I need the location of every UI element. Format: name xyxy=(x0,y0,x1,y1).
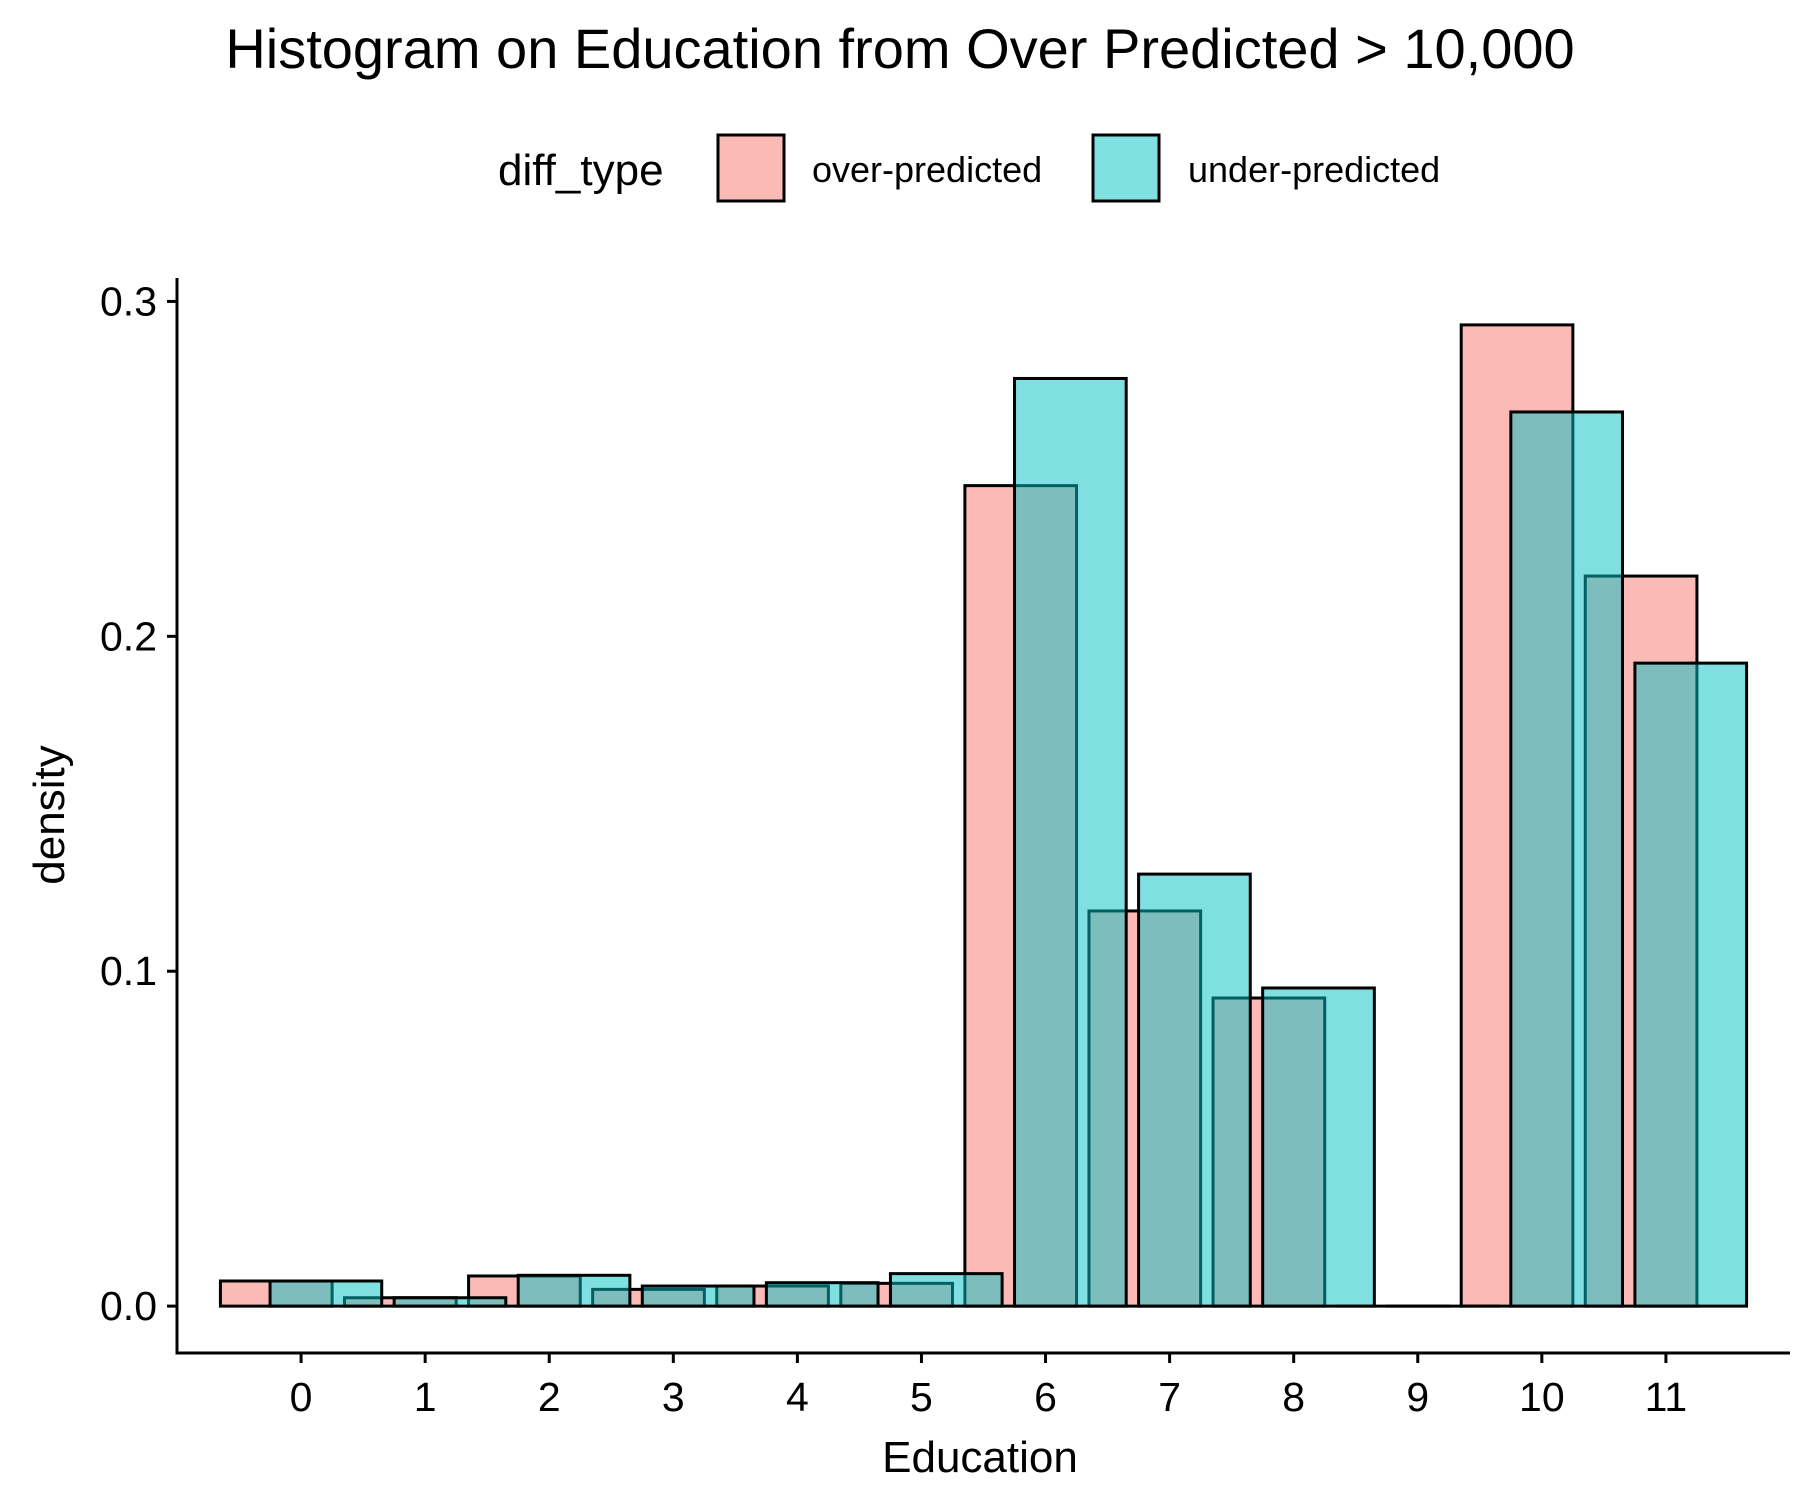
legend: diff_type over-predicted under-predicted xyxy=(498,133,1440,203)
x-tick-label: 7 xyxy=(1158,1374,1181,1420)
y-tick-label: 0.2 xyxy=(100,613,157,659)
x-tick-label: 3 xyxy=(662,1374,685,1420)
bar-under-predicted-6 xyxy=(1013,376,1128,1308)
bar-under-predicted-4 xyxy=(764,1281,880,1308)
bar-under-predicted-7 xyxy=(1137,872,1252,1308)
bar-under-predicted-1 xyxy=(392,1296,508,1308)
y-tick-label: 0.0 xyxy=(100,1283,157,1329)
legend-swatch-over-predicted xyxy=(716,133,786,203)
y-ticks: 0.0 0.1 0.2 0.3 xyxy=(100,278,177,1329)
x-tick-label: 11 xyxy=(1645,1374,1688,1420)
bar-under-predicted-2 xyxy=(516,1273,632,1308)
bar-under-predicted-5 xyxy=(888,1272,1004,1308)
x-tick-label: 9 xyxy=(1406,1374,1429,1420)
x-tick-label: 0 xyxy=(290,1374,313,1420)
x-tick-label: 10 xyxy=(1519,1374,1565,1420)
legend-swatch-under-predicted xyxy=(1091,133,1161,203)
x-tick-label: 6 xyxy=(1034,1374,1057,1420)
legend-label-over-predicted: over-predicted xyxy=(812,149,1042,190)
chart-title: Histogram on Education from Over Predict… xyxy=(225,17,1574,80)
bar-under-predicted-10 xyxy=(1509,410,1624,1308)
y-tick-label: 0.3 xyxy=(100,278,157,324)
x-tick-label: 4 xyxy=(786,1374,809,1420)
bar-under-predicted-11 xyxy=(1633,661,1749,1308)
y-tick-label: 0.1 xyxy=(100,948,157,994)
bars xyxy=(218,323,1749,1308)
bar-under-predicted-0 xyxy=(268,1279,384,1308)
x-ticks: 0 1 2 3 4 5 6 7 8 9 10 11 xyxy=(290,1353,1688,1420)
x-axis-title: Education xyxy=(882,1433,1078,1482)
x-tick-label: 2 xyxy=(538,1374,561,1420)
y-axis-title: density xyxy=(25,745,74,884)
legend-label-under-predicted: under-predicted xyxy=(1188,149,1440,190)
bar-under-predicted-8 xyxy=(1261,986,1376,1308)
x-tick-label: 8 xyxy=(1282,1374,1305,1420)
x-tick-label: 5 xyxy=(910,1374,933,1420)
legend-title: diff_type xyxy=(498,146,664,195)
bar-under-predicted-3 xyxy=(640,1284,756,1308)
x-tick-label: 1 xyxy=(414,1374,437,1420)
